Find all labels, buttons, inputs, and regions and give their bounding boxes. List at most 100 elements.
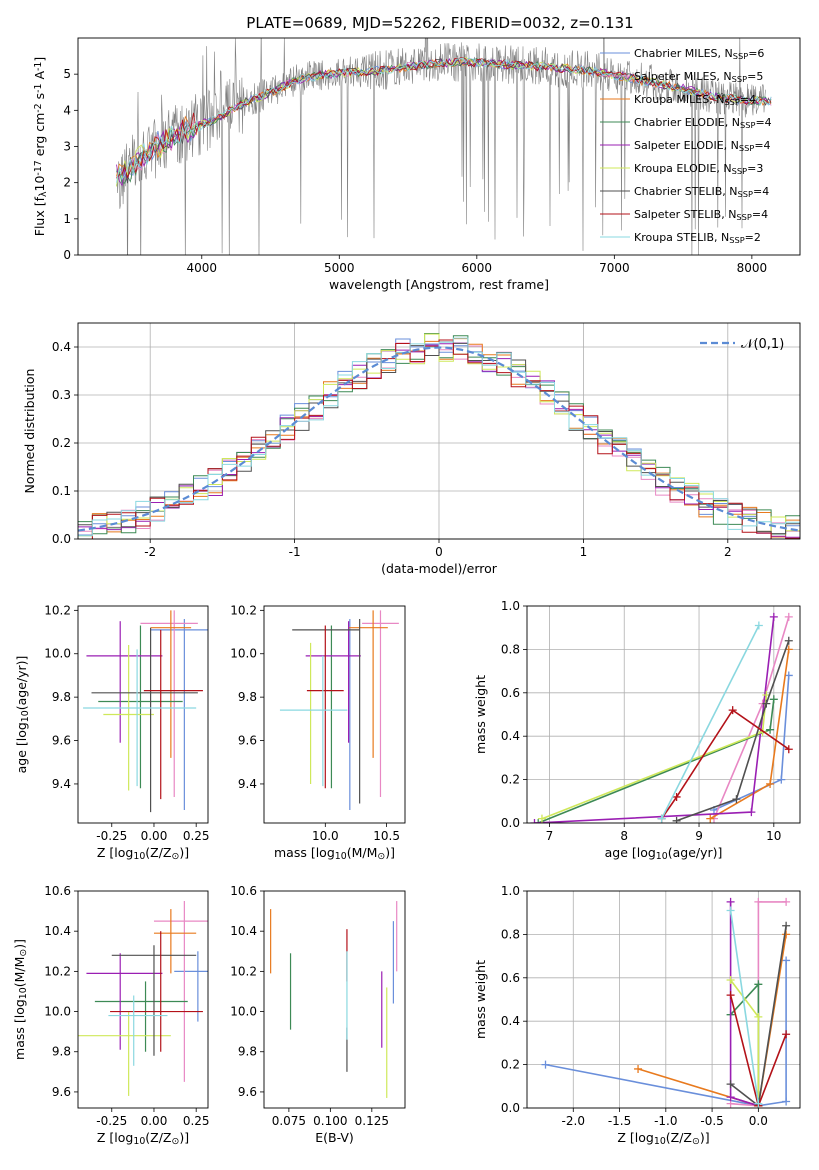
x-tick-label: 0.00 [141, 1114, 168, 1128]
model-kroupa-stelib [116, 57, 772, 183]
y-tick-label: 9.6 [52, 1085, 71, 1099]
plot-area [78, 333, 800, 539]
weight-marker [672, 816, 681, 823]
weight-marker [541, 1060, 550, 1069]
x-tick-label: 5000 [324, 261, 355, 275]
weight-marker [672, 792, 681, 801]
y-tick-label: 0.0 [501, 1101, 520, 1115]
weight-marker [726, 1093, 735, 1102]
chart-age-vs-mass: 10.0 10.5 9.4 9.6 9.8 10.0 10.2 mass [log10(M/M… [230, 603, 406, 862]
x-tick-label: -1.0 [654, 1114, 677, 1128]
x-tick-label: -2.0 [562, 1114, 585, 1128]
x-tick-label: 8 [620, 829, 628, 843]
x-tick-label: 9 [695, 829, 703, 843]
weight-marker [754, 980, 763, 989]
y-tick-label: 9.4 [238, 777, 257, 791]
x-axis-label: age [log10(age/yr)] [605, 845, 723, 862]
axes-frame [77, 605, 209, 824]
legend-label: Salpeter ELODIE, NSSP=4 [634, 139, 771, 153]
x-tick-label: 7000 [599, 261, 630, 275]
axes-frame [77, 322, 801, 540]
weight-marker [726, 991, 735, 1000]
y-tick-label: 3 [63, 140, 71, 154]
errorbar-point [108, 995, 168, 1066]
y-tick-label: 10.2 [44, 603, 71, 617]
errorbar-point [91, 627, 198, 813]
chart-massweight-vs-Z: -2.0 -1.5 -1.0 -0.5 0.0 0.0 0.2 0.4 0.6 0.8 1.0 Z [… [473, 884, 801, 1147]
errorbar-point [174, 951, 208, 1022]
figure-title: PLATE=0689, MJD=52262, FIBERID=0032, z=0… [246, 14, 633, 32]
errorbar-point [103, 645, 154, 791]
y-tick-label: 10.2 [230, 603, 257, 617]
weight-marker [782, 1097, 791, 1106]
model-salpeter-stelib [116, 57, 772, 179]
y-tick-label: 0.4 [501, 1014, 520, 1028]
y-tick-label: 0.1 [52, 484, 71, 498]
plot-area [530, 612, 793, 823]
chart-mass-vs-Z: -0.25 0.00 0.25 9.6 9.8 10.0 10.2 10.4 10.6 Z [lo… [12, 884, 210, 1147]
weight-marker [784, 745, 793, 754]
y-tick-label: 9.6 [238, 734, 257, 748]
y-tick-label: 0.6 [501, 686, 520, 700]
weight-line-salpeter-miles [713, 616, 790, 820]
legend-label: Salpeter MILES, NSSP=5 [634, 70, 763, 84]
x-axis-label: Z [log10(Z/Z⊙)] [97, 845, 189, 862]
errorbar-point [153, 901, 208, 1082]
weight-marker [782, 897, 791, 906]
weight-marker [766, 725, 775, 734]
x-tick-label: 0.0 [749, 1114, 768, 1128]
x-tick-label: 8000 [737, 261, 768, 275]
y-axis-label: mass weight [473, 675, 488, 754]
axes-frame [77, 37, 801, 256]
weight-line-chabrier-miles [713, 675, 790, 811]
errorbar-point [348, 610, 388, 758]
errorbar-point [306, 625, 344, 789]
errorbar-point [305, 621, 361, 743]
chart-mass-vs-ebv: 0.075 0.100 0.125 9.6 9.8 10.0 10.2 10.4 10.6 E(B… [230, 884, 406, 1145]
errorbar-point [110, 931, 203, 1052]
weight-marker [634, 1064, 643, 1073]
y-tick-label: 9.8 [52, 690, 71, 704]
y-axis-label: mass weight [473, 960, 488, 1039]
errorbar-point [150, 610, 192, 758]
y-tick-label: 10.0 [44, 647, 71, 661]
y-tick-label: 10.2 [230, 964, 257, 978]
legend-label: Chabrier STELIB, NSSP=4 [634, 185, 769, 199]
x-tick-label: 0.25 [183, 829, 210, 843]
weight-marker [782, 921, 791, 930]
axes-frame [77, 890, 209, 1109]
y-tick-label: 4 [63, 103, 71, 117]
y-tick-label: 0.2 [501, 773, 520, 787]
plot-area [78, 901, 208, 1096]
y-tick-label: 9.6 [52, 734, 71, 748]
weight-marker [754, 897, 763, 906]
errorbar-point [150, 619, 208, 810]
weight-marker [726, 897, 735, 906]
y-tick-label: 0.4 [52, 340, 71, 354]
x-tick-label: -0.25 [96, 1114, 127, 1128]
chart-residuals: -2 -1 0 1 2 0.0 0.1 0.2 0.3 0.4 (data-model)/error… [22, 322, 801, 576]
errorbar-point [143, 629, 203, 800]
y-tick-label: 0.3 [52, 388, 71, 402]
weight-line-chabrier-stelib [676, 640, 790, 822]
weight-marker [706, 814, 715, 823]
x-axis-label: wavelength [Angstrom, rest frame] [329, 277, 549, 292]
weight-marker [530, 819, 539, 823]
errorbar-point [111, 945, 197, 1056]
weight-marker [766, 779, 775, 788]
x-tick-label: 0.25 [183, 1114, 210, 1128]
y-tick-label: 2 [63, 176, 71, 190]
y-tick-label: 0.2 [501, 1058, 520, 1072]
y-tick-label: 0.8 [501, 927, 520, 941]
errorbar-point [98, 625, 183, 789]
errorbar-point [86, 621, 163, 743]
errorbar-point [86, 953, 163, 1050]
y-tick-label: 10.0 [44, 1005, 71, 1019]
legend-label: 𝒩(0,1) [741, 337, 784, 352]
axes-frame [526, 890, 801, 1109]
errorbar-point [292, 619, 361, 804]
y-tick-label: 5 [63, 67, 71, 81]
y-tick-label: 9.6 [238, 1085, 257, 1099]
x-tick-label: 1 [580, 545, 588, 559]
